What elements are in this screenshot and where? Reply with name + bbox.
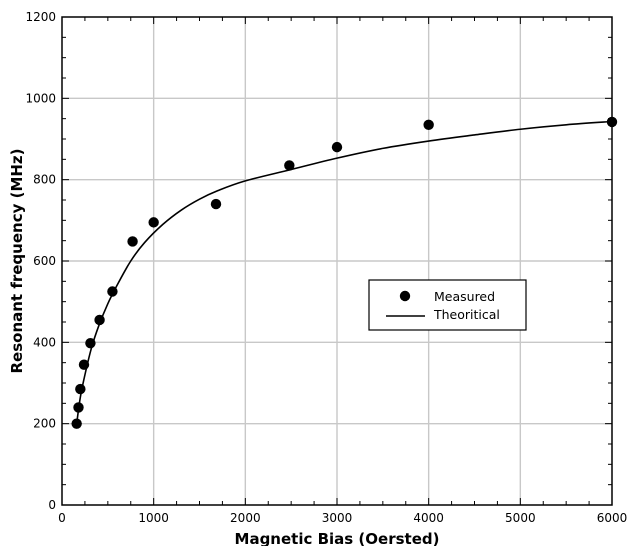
- y-tick-label: 0: [48, 498, 56, 512]
- measured-point: [78, 359, 90, 370]
- measured-point: [423, 119, 434, 130]
- theoretical-curve-layer: [75, 120, 613, 424]
- measured-point: [331, 141, 343, 153]
- measured-point: [71, 418, 82, 429]
- measured-point: [148, 217, 159, 228]
- measured-point: [75, 383, 86, 395]
- legend-measured-marker: [399, 290, 411, 302]
- legend-measured-label: Measured: [434, 289, 495, 304]
- y-tick-label: 1200: [25, 10, 56, 24]
- x-tick-label: 0: [58, 511, 66, 525]
- measured-point: [127, 236, 138, 247]
- y-tick-label: 800: [33, 173, 56, 187]
- y-tick-label: 200: [33, 417, 56, 431]
- legend: Measured Theoritical: [368, 279, 527, 331]
- legend-box: [368, 279, 527, 331]
- measured-point: [73, 402, 84, 413]
- x-tick-label: 6000: [597, 511, 628, 525]
- x-tick-labels: 0 1000 2000 3000 4000 5000 6000: [58, 511, 627, 525]
- x-tick-label: 2000: [230, 511, 261, 525]
- x-axis-title: Magnetic Bias (Oersted): [235, 530, 440, 546]
- y-tick-label: 600: [33, 254, 56, 268]
- y-tick-labels: 0 200 400 600 800 1000 1200: [25, 10, 56, 512]
- legend-theoretical-label: Theoritical: [433, 307, 500, 322]
- measured-points-layer: [71, 116, 618, 429]
- grid-lines: [62, 17, 612, 505]
- measured-point: [284, 160, 295, 171]
- measured-point: [85, 337, 96, 349]
- y-tick-label: 1000: [25, 91, 56, 105]
- x-tick-label: 1000: [138, 511, 169, 525]
- x-tick-label: 4000: [413, 511, 444, 525]
- x-tick-label: 3000: [322, 511, 353, 525]
- theoretical-curve: [75, 120, 613, 424]
- measured-point: [94, 314, 105, 326]
- y-axis-title: Resonant frequency (MHz): [8, 148, 26, 373]
- measured-point: [210, 198, 222, 210]
- axis-ticks: [61, 16, 613, 506]
- x-tick-label: 5000: [505, 511, 536, 525]
- y-tick-label: 400: [33, 335, 56, 349]
- measured-point: [107, 286, 118, 297]
